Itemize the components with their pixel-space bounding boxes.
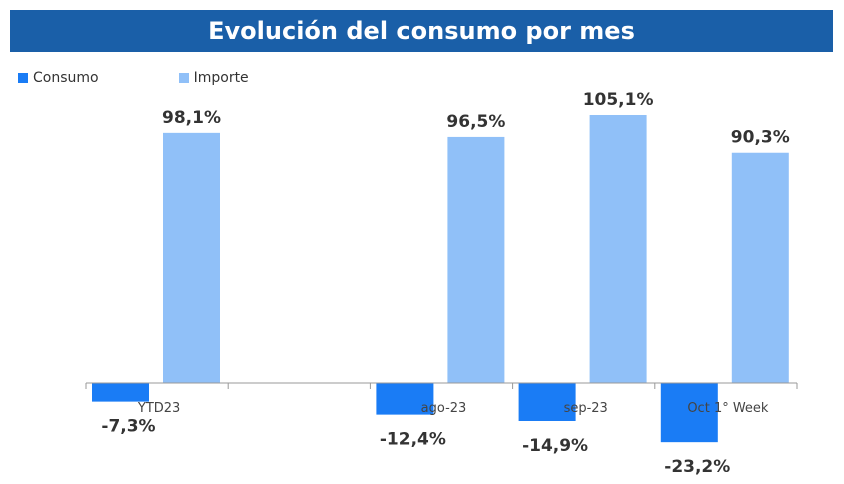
bar-importe xyxy=(589,114,647,384)
legend-item-consumo: Consumo xyxy=(18,70,99,86)
data-label: -14,9% xyxy=(522,436,588,456)
legend-swatch-consumo xyxy=(18,73,28,83)
x-tick-label: sep-23 xyxy=(564,401,608,416)
chart-title: Evolución del consumo por mes xyxy=(10,10,833,52)
bar-importe xyxy=(163,132,220,383)
legend-item-importe: Importe xyxy=(178,70,249,86)
legend-label-importe: Importe xyxy=(193,70,249,86)
bar-importe xyxy=(731,152,789,383)
data-label: 98,1% xyxy=(162,108,221,128)
legend-label-consumo: Consumo xyxy=(33,70,99,86)
legend: Consumo Importe xyxy=(18,70,249,86)
legend-swatch-importe xyxy=(178,73,189,83)
data-label: -7,3% xyxy=(101,417,155,437)
data-label: -23,2% xyxy=(664,457,730,477)
data-label: 96,5% xyxy=(446,112,505,132)
data-label: -12,4% xyxy=(380,430,446,450)
bar-consumo xyxy=(660,383,718,443)
x-tick-label: ago-23 xyxy=(421,401,467,416)
bar-consumo xyxy=(518,383,576,421)
bar-consumo xyxy=(376,383,434,415)
x-tick-label: Oct 1° Week xyxy=(687,401,769,416)
data-label: 105,1% xyxy=(583,90,654,110)
bar-consumo xyxy=(92,383,149,402)
x-tick-label: YTD23 xyxy=(137,401,180,416)
data-label: 90,3% xyxy=(731,128,790,148)
bar-importe xyxy=(447,136,505,383)
